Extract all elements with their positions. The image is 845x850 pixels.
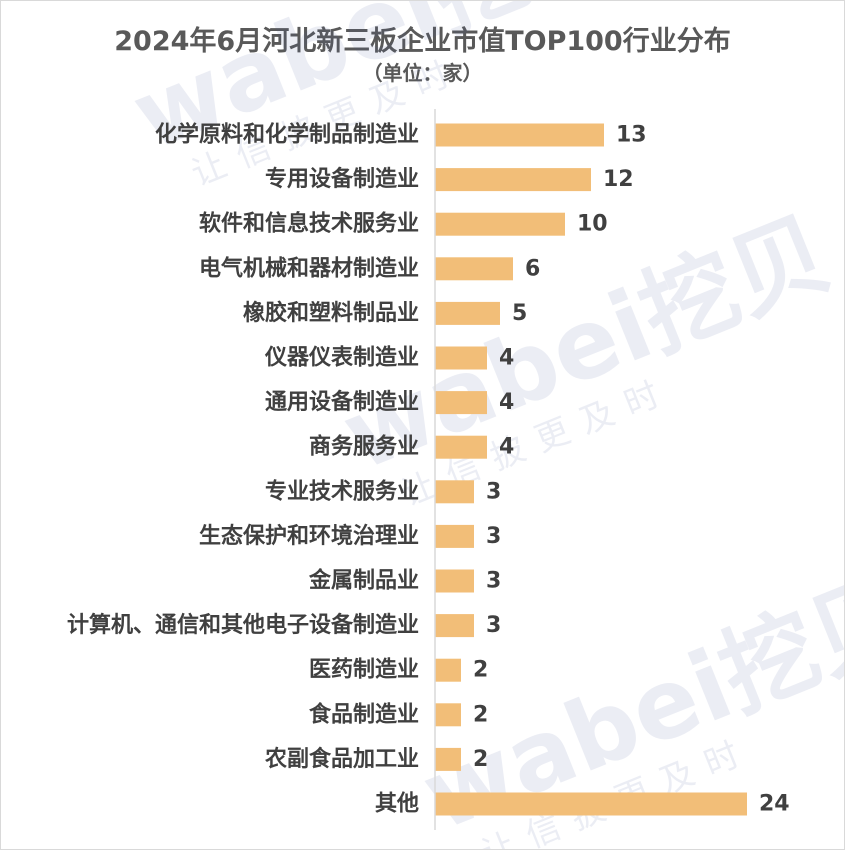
category-label: 橡胶和塑料制品业 (243, 300, 419, 326)
category-label: 商务服务业 (309, 434, 419, 460)
bar (435, 524, 474, 548)
value-label: 12 (603, 167, 634, 192)
category-label: 电气机械和器材制造业 (199, 255, 419, 281)
bar (435, 703, 461, 727)
value-label: 2 (473, 702, 488, 727)
category-label: 专用设备制造业 (265, 166, 419, 192)
category-label: 食品制造业 (309, 701, 419, 727)
value-label: 4 (499, 435, 514, 460)
value-label: 4 (499, 390, 514, 415)
value-label: 3 (486, 569, 501, 594)
bar (435, 346, 487, 370)
category-labels-group: 化学原料和化学制品制造业专用设备制造业软件和信息技术服务业电气机械和器材制造业橡… (67, 122, 419, 817)
category-label: 医药制造业 (309, 658, 419, 683)
bar (435, 792, 747, 816)
category-label: 化学原料和化学制品制造业 (155, 122, 419, 148)
bar (435, 658, 461, 682)
value-label: 10 (577, 212, 608, 237)
value-labels-group: 13 12 10 6 5 4 4 4 3 3 3 3 2 2 2 24 (473, 123, 790, 817)
category-label: 软件和信息技术服务业 (199, 211, 419, 237)
category-label: 农副食品加工业 (264, 746, 419, 772)
bar (435, 212, 565, 236)
value-label: 13 (616, 123, 647, 148)
bar (435, 614, 474, 638)
bar (435, 257, 513, 281)
bar (435, 123, 604, 147)
value-label: 24 (759, 792, 790, 817)
value-label: 2 (473, 747, 488, 772)
category-label: 其他 (375, 792, 419, 817)
category-label: 仪器仪表制造业 (264, 346, 419, 371)
bar (435, 301, 500, 325)
category-label: 计算机、通信和其他电子设备制造业 (67, 612, 419, 638)
bar (435, 747, 461, 771)
chart-title: 2024年6月河北新三板企业市值TOP100行业分布 (114, 26, 731, 57)
category-label: 通用设备制造业 (265, 389, 419, 415)
bars-group (435, 123, 747, 816)
value-label: 3 (486, 479, 501, 504)
bar (435, 168, 591, 192)
bar (435, 569, 474, 593)
category-label: 生态保护和环境治理业 (199, 523, 419, 549)
bar (435, 391, 487, 415)
value-label: 3 (486, 613, 501, 638)
chart-subtitle: （单位：家） (362, 61, 483, 85)
category-label: 专业技术服务业 (265, 478, 419, 504)
bar (435, 480, 474, 504)
value-label: 4 (499, 346, 514, 371)
category-label: 金属制品业 (308, 568, 419, 594)
bar (435, 435, 487, 459)
value-label: 2 (473, 658, 488, 683)
value-label: 5 (512, 301, 527, 326)
value-label: 6 (525, 256, 540, 281)
value-label: 3 (486, 524, 501, 549)
